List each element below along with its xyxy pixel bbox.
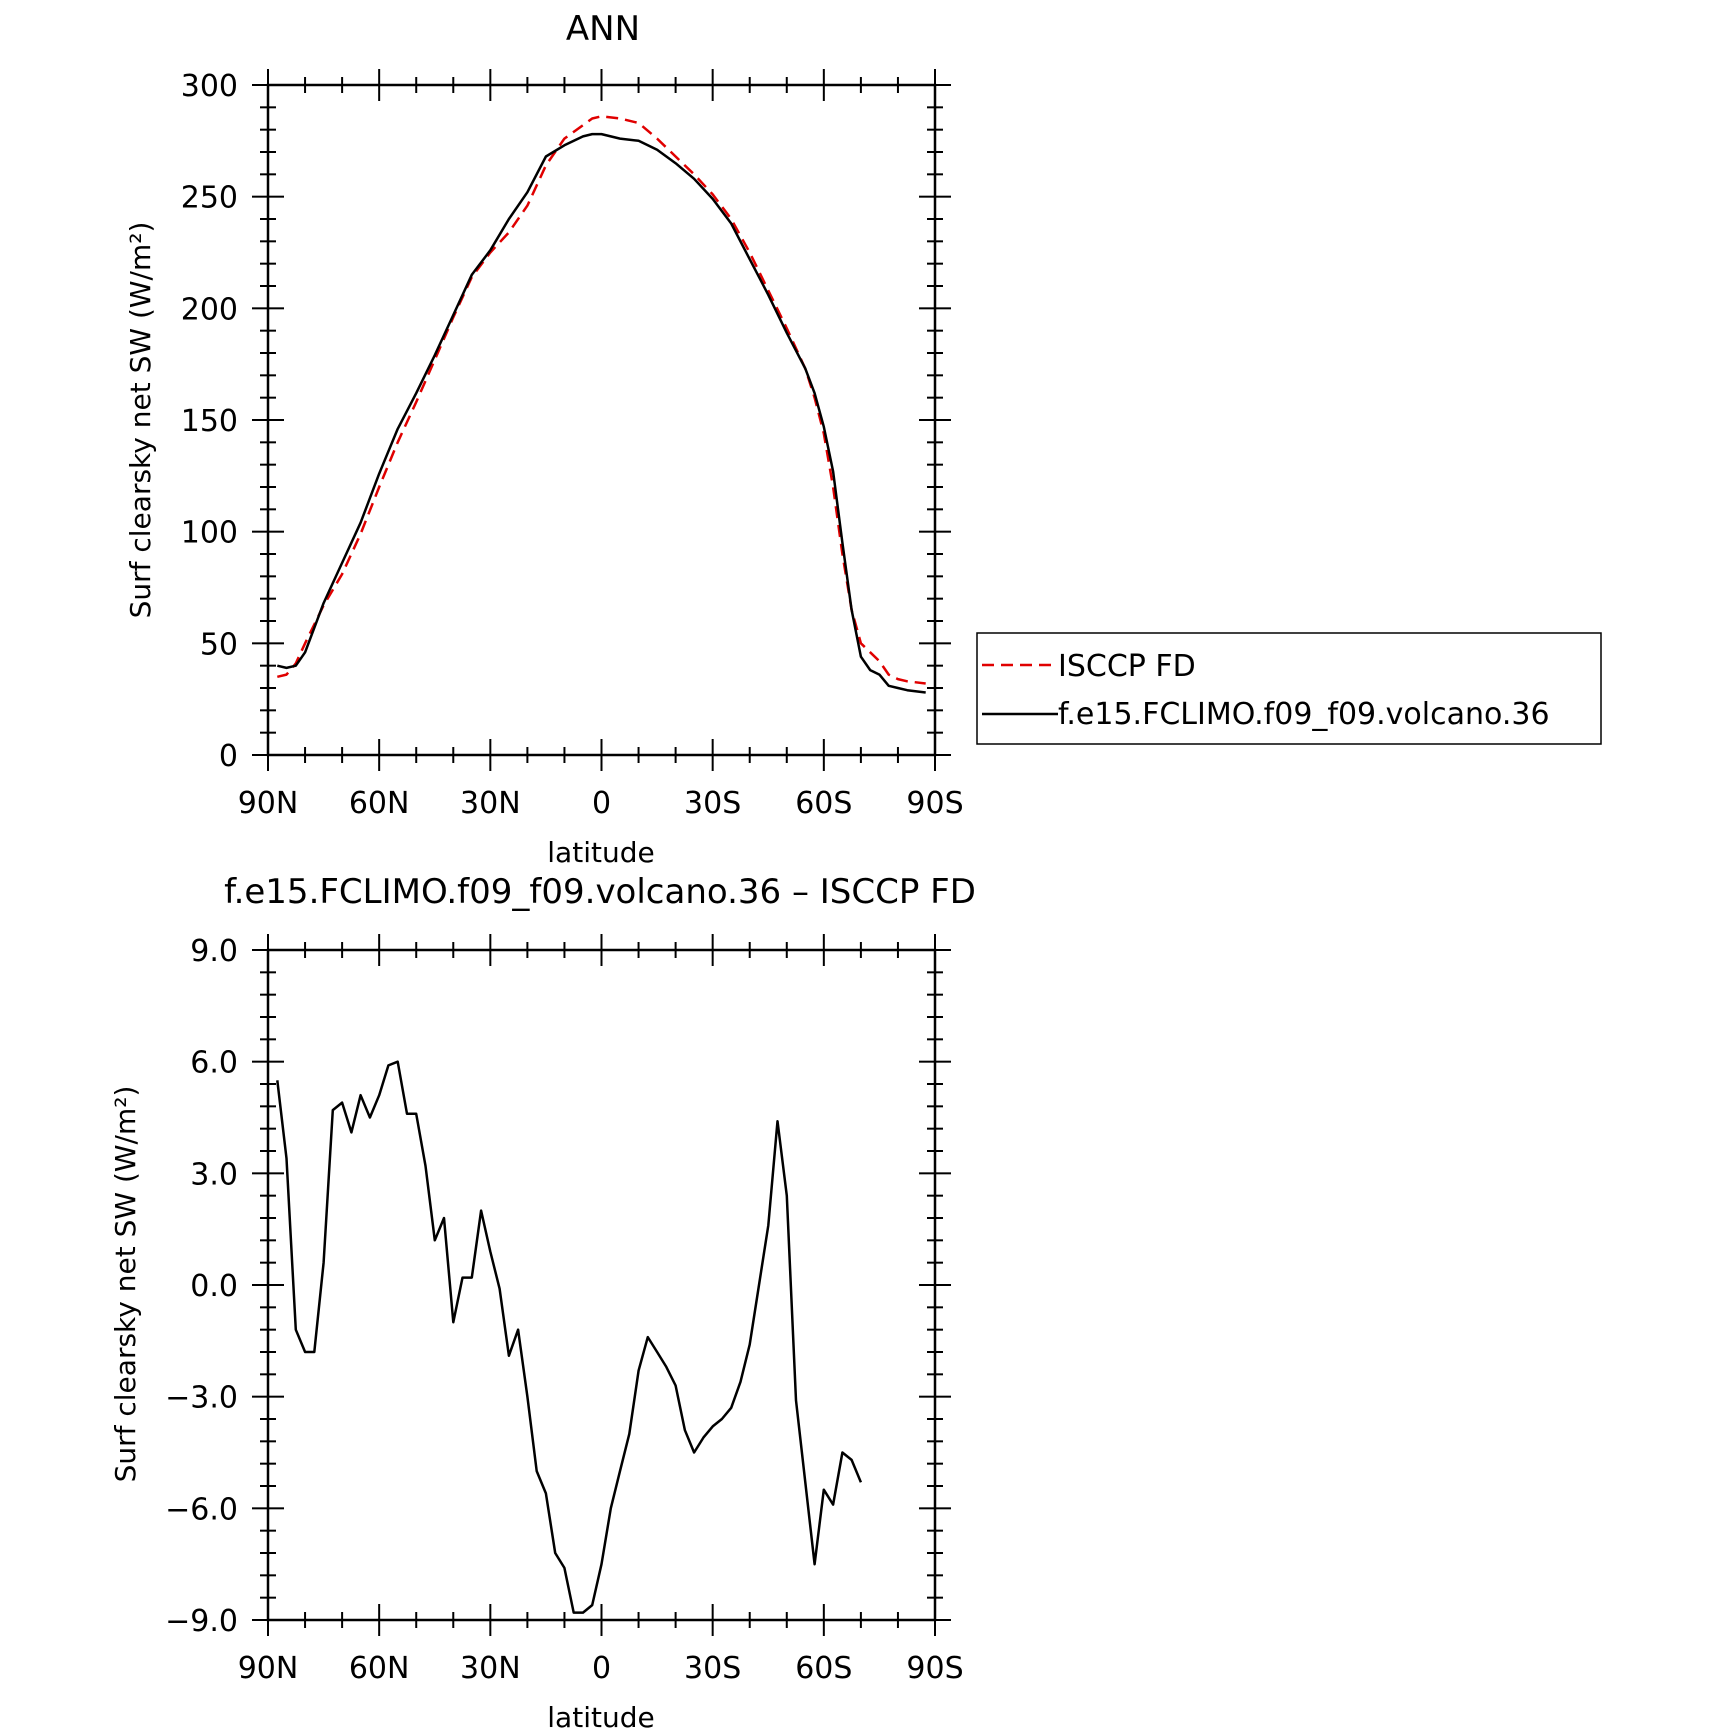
- top-ytick-label: 0: [219, 739, 238, 774]
- top-ytick-label: 150: [181, 404, 238, 439]
- top-ytick-label: 100: [181, 516, 238, 551]
- top-plot-ticks: 90N 60N 30N 0 30S 60S 90S 0 50 100 150 200 250 300: [181, 69, 964, 821]
- top-plot-xlabel: latitude: [547, 836, 654, 869]
- bottom-xtick-label: 90N: [238, 1651, 299, 1686]
- bottom-plot: f.e15.FCLIMO.f09_f09.volcano.36 – ISCCP …: [109, 872, 976, 1734]
- top-plot-ylabel: Surf clearsky net SW (W/m²): [124, 222, 157, 619]
- bottom-xtick-label: 0: [592, 1651, 611, 1686]
- bottom-plot-xlabel: latitude: [547, 1701, 654, 1734]
- top-ytick-label: 250: [181, 181, 238, 216]
- top-plot-title: ANN: [566, 9, 640, 49]
- top-xtick-label: 30S: [684, 786, 741, 821]
- top-ytick-label: 200: [181, 292, 238, 327]
- bottom-ytick-label: −6.0: [165, 1492, 238, 1527]
- top-xtick-label: 90N: [238, 786, 299, 821]
- top-series-line-1: [277, 132, 926, 694]
- bottom-plot-title: f.e15.FCLIMO.f09_f09.volcano.36 – ISCCP …: [224, 872, 976, 912]
- bottom-ytick-label: −9.0: [165, 1604, 238, 1639]
- top-xtick-label: 90S: [906, 786, 963, 821]
- top-plot-series: [277, 115, 926, 694]
- bottom-xtick-label: 60N: [349, 1651, 410, 1686]
- top-plot-frame: [266, 83, 937, 757]
- bottom-plot-series: [276, 1060, 863, 1614]
- top-xtick-label: 30N: [460, 786, 521, 821]
- top-ytick-label: 300: [181, 69, 238, 104]
- legend-frame: [976, 632, 1602, 745]
- top-plot: ANN 90N 60N 30N 0 30S 60S 90S 0 50 100 150 200 250 30…: [124, 9, 1602, 869]
- bottom-ytick-label: −3.0: [165, 1381, 238, 1416]
- bottom-ytick-label: 0.0: [190, 1269, 238, 1304]
- bottom-ytick-label: 3.0: [190, 1157, 238, 1192]
- legend-entry-model: f.e15.FCLIMO.f09_f09.volcano.36: [1058, 697, 1550, 732]
- bottom-xtick-label: 90S: [906, 1651, 963, 1686]
- bottom-plot-ylabel: Surf clearsky net SW (W/m²): [109, 1086, 142, 1483]
- legend-box: ISCCP FD f.e15.FCLIMO.f09_f09.volcano.36: [976, 632, 1602, 745]
- top-series-line-0: [277, 115, 926, 685]
- bottom-ytick-label: 9.0: [190, 934, 238, 969]
- bottom-xtick-label: 60S: [795, 1651, 852, 1686]
- top-xtick-label: 0: [592, 786, 611, 821]
- bottom-xtick-label: 30S: [684, 1651, 741, 1686]
- bottom-series-line-0: [276, 1060, 863, 1614]
- bottom-plot-ticks: 90N 60N 30N 0 30S 60S 90S −9.0 −6.0 −3.0 0.0 3.0 6.0…: [165, 934, 964, 1686]
- bottom-plot-frame: [266, 948, 937, 1622]
- top-ytick-label: 50: [200, 627, 238, 662]
- legend-entry-isccp: ISCCP FD: [1058, 649, 1196, 684]
- bottom-ytick-label: 6.0: [190, 1046, 238, 1081]
- bottom-xtick-label: 30N: [460, 1651, 521, 1686]
- top-xtick-label: 60S: [795, 786, 852, 821]
- top-xtick-label: 60N: [349, 786, 410, 821]
